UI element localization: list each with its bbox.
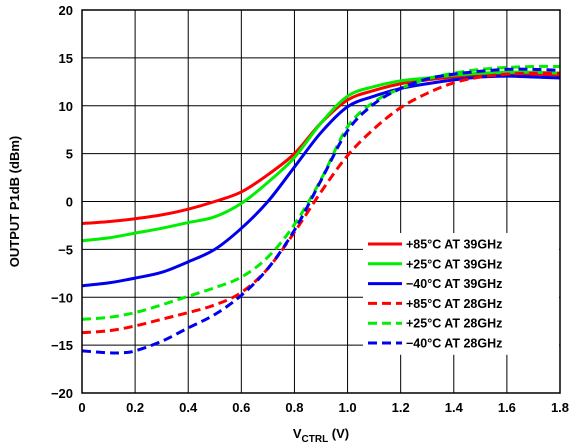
y-tick-label: 20 — [59, 3, 73, 18]
legend-label: +25°C AT 28GHz — [406, 317, 502, 331]
series-line-4 — [81, 71, 561, 335]
y-tick-label: 5 — [66, 147, 73, 162]
x-axis-label-sub: CTRL — [302, 434, 329, 445]
y-axis-label: OUTPUT P1dB (dBm) — [7, 136, 22, 267]
legend-label: −40°C AT 28GHz — [406, 337, 502, 351]
x-axis-label-main: V — [293, 426, 302, 441]
y-tick-label: −20 — [51, 386, 73, 401]
y-tick-label: −10 — [51, 290, 73, 305]
y-tick-label: 15 — [59, 51, 73, 66]
x-tick-label: 0 — [78, 400, 85, 415]
y-tick-label: 0 — [66, 195, 73, 210]
x-tick-label: 1.6 — [498, 400, 516, 415]
x-tick-label: 0.6 — [232, 400, 250, 415]
y-tick-label: −15 — [51, 338, 73, 353]
series-line-6 — [81, 67, 561, 355]
legend: +85°C AT 39GHz +25°C AT 39GHz −40°C AT 39G… — [363, 233, 559, 355]
plot-lines — [81, 64, 561, 355]
y-tick-label: −5 — [58, 242, 73, 257]
series-line-2 — [81, 70, 561, 243]
x-tick-label: 1.8 — [551, 400, 569, 415]
y-tick-labels: 20 15 10 5 0 −5 −10 −15 −20 — [51, 3, 73, 401]
x-tick-label: 1.2 — [392, 400, 410, 415]
legend-label: +25°C AT 39GHz — [406, 257, 502, 271]
legend-background — [363, 233, 559, 355]
x-tick-label: 0.2 — [126, 400, 144, 415]
y-tick-label: 10 — [59, 99, 73, 114]
legend-label: +85°C AT 28GHz — [406, 297, 502, 311]
x-tick-label: 1.4 — [445, 400, 464, 415]
x-tick-label: 0.4 — [179, 400, 198, 415]
legend-label: +85°C AT 39GHz — [406, 238, 502, 252]
x-tick-labels: 0 0.2 0.4 0.6 0.8 1.0 1.2 1.4 1.6 1.8 — [78, 400, 569, 415]
x-axis-label: VCTRL (V) — [293, 426, 349, 445]
x-axis-label-unit: (V) — [328, 426, 349, 441]
legend-label: −40°C AT 39GHz — [406, 277, 502, 291]
x-tick-label: 1.0 — [339, 400, 357, 415]
plot-frame — [81, 9, 561, 394]
x-tick-label: 0.8 — [285, 400, 303, 415]
